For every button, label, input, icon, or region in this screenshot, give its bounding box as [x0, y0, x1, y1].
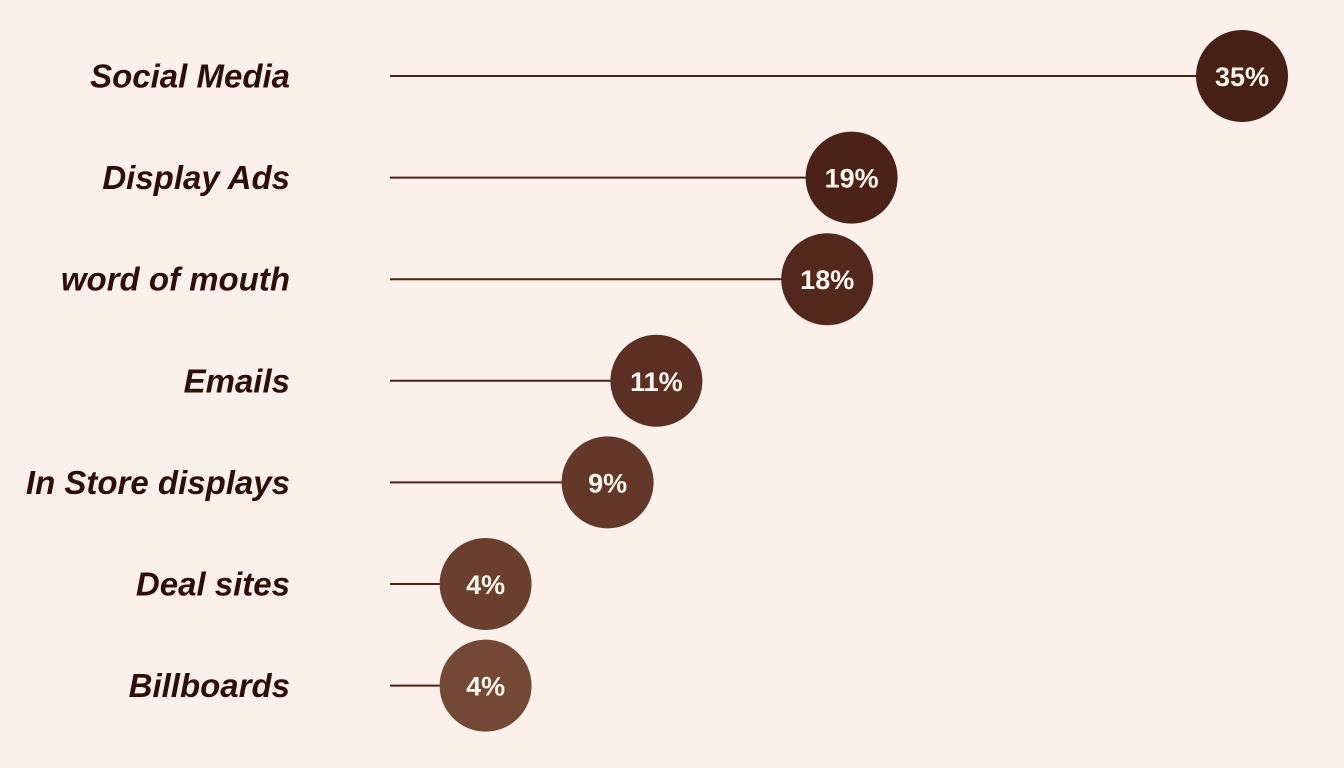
value-label: 18% [800, 265, 854, 295]
value-label: 9% [588, 468, 627, 498]
category-label: Emails [184, 362, 290, 399]
lollipop-row: In Store displays 9% [26, 436, 654, 529]
category-label: Billboards [129, 667, 290, 704]
category-label: Display Ads [102, 159, 290, 196]
category-label: Deal sites [136, 566, 290, 603]
lollipop-head [781, 233, 874, 326]
lollipop-row: Billboards 4% [129, 639, 532, 732]
value-label: 35% [1215, 62, 1269, 92]
value-label: 4% [466, 672, 505, 702]
lollipop-row: Emails 11% [184, 334, 703, 427]
lollipop-head [439, 639, 532, 732]
lollipop-head [1196, 30, 1288, 122]
lollipop-head [439, 538, 532, 630]
category-label: word of mouth [61, 261, 290, 298]
lollipop-row: word of mouth 18% [61, 233, 874, 326]
lollipop-head [805, 131, 898, 224]
category-label: In Store displays [26, 464, 290, 501]
lollipop-head [610, 334, 703, 427]
lollipop-row: Display Ads 19% [102, 131, 898, 224]
lollipop-row: Social Media 35% [90, 30, 1288, 122]
lollipop-row: Deal sites 4% [136, 538, 532, 630]
value-label: 11% [630, 367, 683, 397]
value-label: 19% [825, 164, 879, 194]
category-label: Social Media [90, 58, 290, 95]
lollipop-head [561, 436, 654, 529]
value-label: 4% [466, 570, 505, 600]
